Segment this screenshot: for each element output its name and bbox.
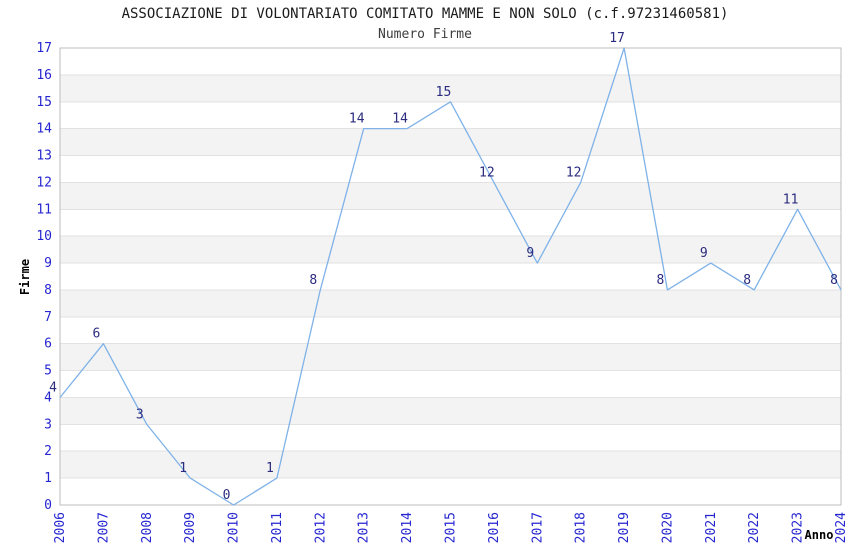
x-tick-label: 2016 <box>487 512 502 543</box>
y-tick-label: 1 <box>44 471 52 486</box>
point-label: 12 <box>479 165 495 180</box>
point-label: 8 <box>657 273 665 288</box>
y-tick-label: 4 <box>44 390 52 405</box>
y-tick-label: 2 <box>44 444 52 459</box>
y-tick-label: 10 <box>36 229 52 244</box>
y-tick-label: 15 <box>36 95 52 110</box>
x-tick-label: 2007 <box>96 512 111 543</box>
x-tick-label: 2021 <box>704 512 719 543</box>
point-label: 1 <box>179 461 187 476</box>
point-label: 12 <box>566 165 582 180</box>
y-tick-label: 12 <box>36 175 52 190</box>
point-label: 15 <box>436 85 452 100</box>
grid-band <box>60 289 841 317</box>
y-tick-label: 14 <box>36 122 52 137</box>
y-tick-label: 11 <box>36 202 52 217</box>
y-tick-label: 9 <box>44 256 52 271</box>
x-tick-label: 2023 <box>791 512 806 543</box>
x-tick-label: 2015 <box>444 512 459 543</box>
x-tick-label: 2018 <box>574 512 589 543</box>
x-tick-label: 2012 <box>313 512 328 543</box>
grid-band <box>60 236 841 264</box>
grid-band <box>60 451 841 479</box>
point-label: 8 <box>743 273 751 288</box>
point-label: 9 <box>526 246 534 261</box>
grid-band <box>60 397 841 425</box>
x-tick-label: 2022 <box>747 512 762 543</box>
point-label: 14 <box>349 112 365 127</box>
x-tick-label: 2017 <box>530 512 545 543</box>
point-label: 4 <box>49 380 57 395</box>
y-tick-label: 7 <box>44 310 52 325</box>
x-tick-label: 2011 <box>270 512 285 543</box>
y-tick-label: 5 <box>44 364 52 379</box>
point-label: 3 <box>136 407 144 422</box>
grid-band <box>60 128 841 156</box>
point-label: 6 <box>92 327 100 342</box>
series-line <box>59 47 842 506</box>
x-tick-label: 2024 <box>834 512 849 543</box>
point-label: 0 <box>223 488 231 503</box>
point-label: 17 <box>609 31 625 46</box>
chart-title: ASSOCIAZIONE DI VOLONTARIATO COMITATO MA… <box>121 6 729 22</box>
point-label: 8 <box>830 273 838 288</box>
x-tick-label: 2020 <box>660 512 675 543</box>
y-tick-label: 16 <box>36 68 52 83</box>
y-axis-title: Firme <box>18 258 32 296</box>
y-tick-label: 3 <box>44 417 52 432</box>
y-tick-label: 13 <box>36 149 52 164</box>
y-tick-label: 0 <box>44 498 52 513</box>
grid-band <box>60 74 841 102</box>
x-axis-title: Anno <box>804 528 834 542</box>
point-label: 11 <box>783 192 799 207</box>
grid-band <box>60 343 841 371</box>
x-tick-label: 2009 <box>183 512 198 543</box>
y-tick-label: 8 <box>44 283 52 298</box>
x-tick-label: 2008 <box>140 512 155 543</box>
x-tick-label: 2010 <box>227 512 242 543</box>
x-tick-label: 2014 <box>400 512 415 543</box>
x-tick-label: 2013 <box>357 512 372 543</box>
y-tick-label: 17 <box>36 41 52 56</box>
grid-band <box>60 182 841 210</box>
point-label: 8 <box>309 273 317 288</box>
point-label: 14 <box>392 112 408 127</box>
point-label: 9 <box>700 246 708 261</box>
chart-subtitle: Numero Firme <box>378 27 472 42</box>
x-tick-label: 2019 <box>617 512 632 543</box>
x-tick-label: 2006 <box>53 512 68 543</box>
plot-border <box>59 47 842 506</box>
y-tick-label: 6 <box>44 337 52 352</box>
point-label: 1 <box>266 461 274 476</box>
